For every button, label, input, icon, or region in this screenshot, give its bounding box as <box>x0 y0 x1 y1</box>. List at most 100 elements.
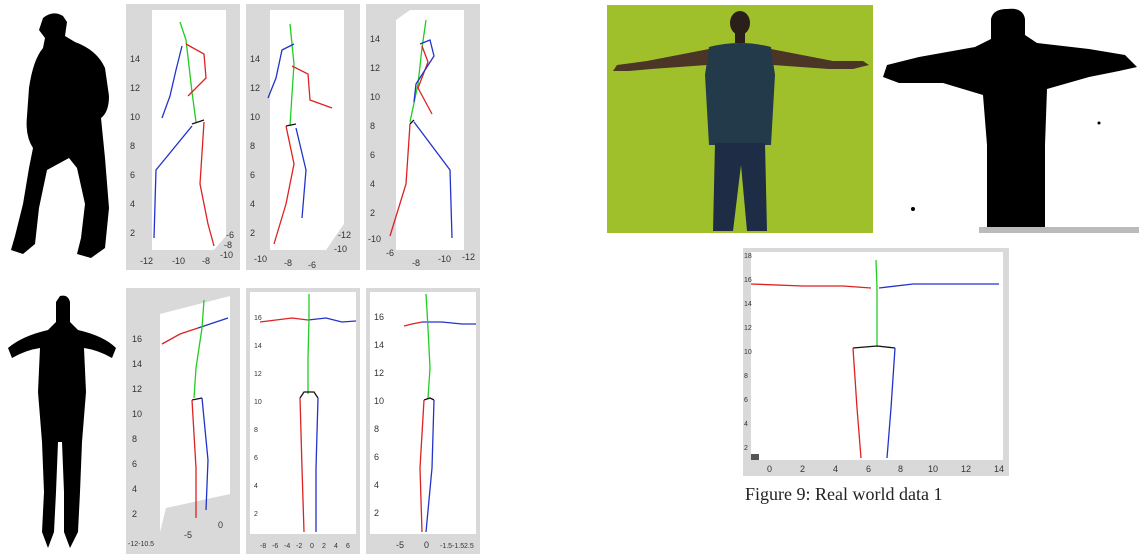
xtick: 10 <box>928 464 938 474</box>
xtick: 0 <box>218 520 223 530</box>
y-ticks: 14 12 10 8 6 4 2 <box>130 54 140 238</box>
xtick: -2 <box>296 543 302 550</box>
ytick: 10 <box>254 399 262 406</box>
xtick: 4 <box>334 543 338 550</box>
spine-line <box>179 21 197 123</box>
xtick: -12-10.5 <box>128 541 154 548</box>
ztick: -6 <box>226 230 234 240</box>
ytick: 12 <box>254 371 262 378</box>
ytick: 16 <box>374 312 384 322</box>
ytick: 2 <box>254 511 258 518</box>
ytick: 10 <box>744 349 752 356</box>
ytick: 2 <box>370 208 375 218</box>
ytick: 8 <box>250 141 255 151</box>
ztick: -10 <box>334 244 347 254</box>
xtick: 2 <box>322 543 326 550</box>
right-arm <box>771 49 869 69</box>
right-leg-line <box>153 125 193 239</box>
ytick: 18 <box>744 253 752 260</box>
ytick: 4 <box>744 421 748 428</box>
ytick: 8 <box>370 121 375 131</box>
head <box>730 11 750 35</box>
ytick: 2 <box>744 445 748 452</box>
ytick: 12 <box>130 83 140 93</box>
ytick: 4 <box>370 179 375 189</box>
ytick: 4 <box>250 199 255 209</box>
xtick: -6 <box>308 260 316 270</box>
ytick: 12 <box>250 83 260 93</box>
xtick: -10 <box>172 256 185 266</box>
left-arm-line <box>185 43 207 97</box>
ytick: 10 <box>250 112 260 122</box>
xtick: -12 <box>140 256 153 266</box>
right-arm-line <box>161 45 183 119</box>
ztick: -8 <box>224 240 232 250</box>
ytick: 16 <box>132 334 142 344</box>
silhouette-t-pose <box>8 292 118 550</box>
xtick: 12 <box>961 464 971 474</box>
xtick: 8 <box>898 464 903 474</box>
skeleton-plot-row1-a: 14 12 10 8 6 4 2 -12 -10 -8 -6 -8 -10 <box>126 4 240 270</box>
xtick: -8 <box>202 256 210 266</box>
ytick: 14 <box>132 359 142 369</box>
ytick: 10 <box>374 396 384 406</box>
ytick: 2 <box>250 228 255 238</box>
xtick: 0 <box>767 464 772 474</box>
real-world-photo <box>607 5 873 233</box>
xtick: -1.5-1.5 <box>440 543 464 550</box>
ytick: 6 <box>374 452 379 462</box>
xtick: 4 <box>833 464 838 474</box>
ytick: 14 <box>370 34 380 44</box>
xtick: 6 <box>346 543 350 550</box>
ytick: 6 <box>744 397 748 404</box>
ytick: 10 <box>370 92 380 102</box>
ytick: 14 <box>374 340 384 350</box>
ytick: 10 <box>132 409 142 419</box>
hip-line <box>191 119 205 125</box>
jeans <box>713 143 767 231</box>
ytick: 4 <box>132 484 137 494</box>
ytick: 2 <box>130 228 135 238</box>
skeleton-plot-row1-c: 14 12 10 8 6 4 2 -10 -6 -8 -10 -12 <box>366 4 480 270</box>
ytick: 8 <box>130 141 135 151</box>
ytick: 14 <box>254 343 262 350</box>
xtick: -5 <box>396 540 404 550</box>
ytick: 12 <box>374 368 384 378</box>
real-world-skeleton-plot: 18 16 14 12 10 8 6 4 2 0 2 4 6 8 10 12 1… <box>743 248 1009 476</box>
xtick: -6 <box>272 543 278 550</box>
ztick: -12 <box>338 230 351 240</box>
ytick: 14 <box>250 54 260 64</box>
xtick: -6 <box>386 248 394 258</box>
xtick: 2.5 <box>464 543 474 550</box>
skeleton-plot-row2-b: 16 14 12 10 8 6 4 2 -8 -6 -4 -2 0 2 4 6 <box>246 288 360 554</box>
ytick: 6 <box>130 170 135 180</box>
xtick: 0 <box>310 543 314 550</box>
ytick: 14 <box>744 301 752 308</box>
ytick: 8 <box>374 424 379 434</box>
xtick: -8 <box>284 258 292 268</box>
left-leg-line <box>199 121 215 247</box>
shirt <box>705 43 775 145</box>
skeleton-plot-row1-b: 14 12 10 8 6 4 2 -10 -8 -6 -12 -10 <box>246 4 360 270</box>
skeleton-plot-row2-a: 16 14 12 10 8 6 4 2 -12-10.5 -5 0 <box>126 288 240 554</box>
ytick: 12 <box>132 384 142 394</box>
xtick: 0 <box>424 540 429 550</box>
ytick: 12 <box>370 63 380 73</box>
ytick: 6 <box>254 455 258 462</box>
ytick: 8 <box>254 427 258 434</box>
xtick: -12 <box>462 252 475 262</box>
ytick: 12 <box>744 325 752 332</box>
skeleton-plot-row2-c: 16 14 12 10 8 6 4 2 -5 0 -1.5-1.5 2.5 <box>366 288 480 554</box>
ytick: 16 <box>254 315 262 322</box>
ytick: 6 <box>132 459 137 469</box>
ytick: 2 <box>374 508 379 518</box>
ytick: 6 <box>250 170 255 180</box>
xtick: -10 <box>368 234 381 244</box>
ytick: 8 <box>744 373 748 380</box>
real-world-silhouette <box>879 5 1139 233</box>
ytick: 4 <box>254 483 258 490</box>
xtick: -10 <box>438 254 451 264</box>
ytick: 8 <box>132 434 137 444</box>
xtick: 2 <box>800 464 805 474</box>
ztick: -10 <box>220 250 233 260</box>
